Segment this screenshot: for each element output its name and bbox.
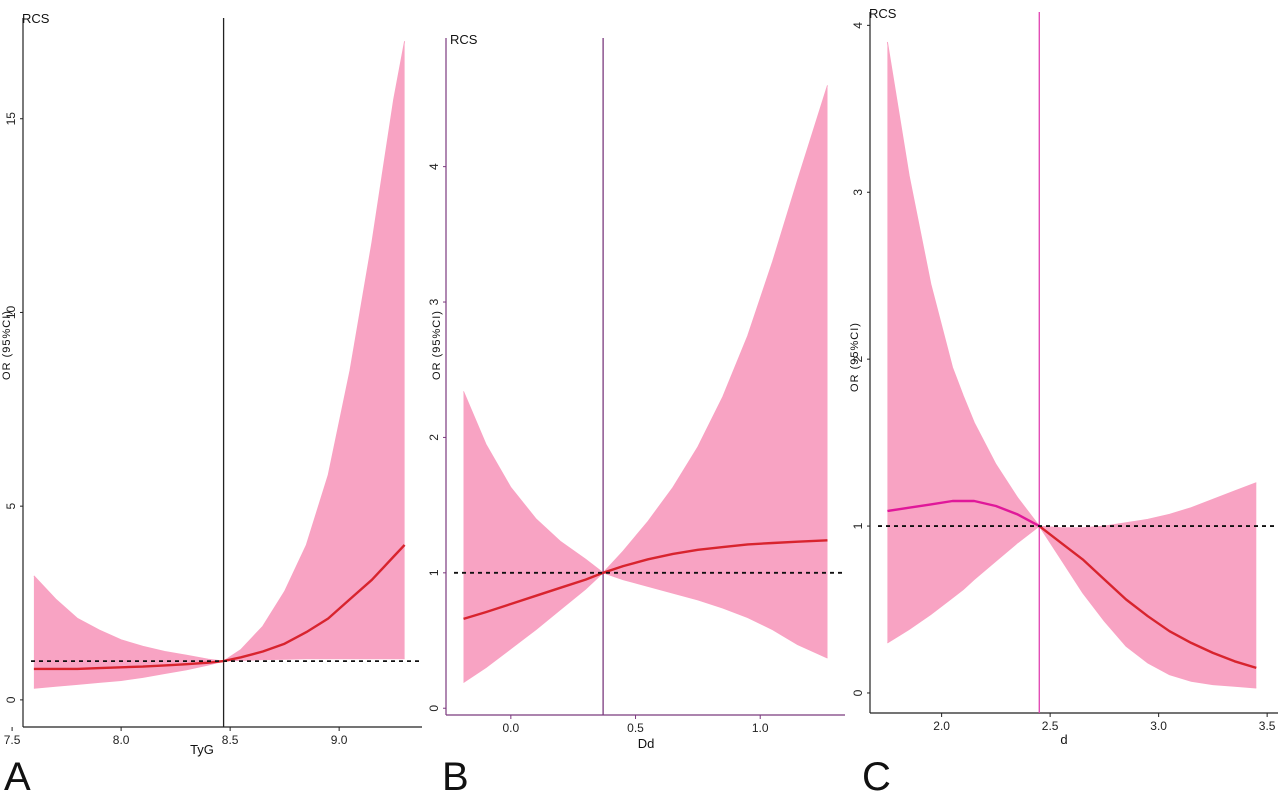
y-tick-label: 3: [427, 298, 441, 305]
ci-lower-line: [463, 572, 828, 683]
x-tick-label: 8.0: [113, 733, 130, 747]
or-curve-segment-1: [33, 659, 224, 671]
y-tick-label: 0: [851, 689, 865, 696]
or-curve-segment-2: [602, 539, 828, 574]
ci-band: [33, 41, 405, 689]
x-tick-label: 0.0: [502, 721, 519, 735]
ci-band: [463, 85, 828, 683]
y-tick-label: 2: [427, 434, 441, 441]
y-axis-label: OR (95%CI): [1, 310, 13, 380]
x-axis-label: TyG: [190, 742, 214, 757]
panel-letter: B: [442, 755, 469, 794]
panel-letter: C: [862, 755, 891, 794]
x-tick-label: 3.5: [1259, 719, 1276, 733]
y-tick-label: 1: [851, 522, 865, 529]
x-axis-label: d: [1060, 732, 1067, 747]
x-tick-label: 1.0: [752, 721, 769, 735]
or-curve-segment-2: [223, 544, 406, 663]
panel-c: 0 1 2 3 4 2.0 2.5 3.0 3.5 RCS OR (95%CI) d C: [849, 6, 1278, 794]
x-tick-label: 2.0: [933, 719, 950, 733]
x-tick-label: 3.0: [1150, 719, 1167, 733]
panel-letter: A: [4, 755, 31, 794]
x-axis-label: Dd: [638, 736, 655, 751]
y-axis-label: OR (95%CI): [431, 310, 443, 380]
ci-band: [887, 42, 1257, 688]
y-axis-label: OR (95%CI): [849, 322, 861, 392]
y-tick-label: 4: [427, 163, 441, 170]
or-curve-segment-1: [463, 571, 604, 621]
x-tick-label: 2.5: [1042, 719, 1059, 733]
y-tick-label: 10: [4, 305, 18, 319]
y-tick-label: 15: [4, 112, 18, 126]
or-curve-segment-2: [1038, 525, 1257, 670]
y-tick-label: 4: [851, 22, 865, 29]
y-tick-label: 0: [4, 696, 18, 703]
ci-upper-line: [463, 85, 828, 574]
y-tick-label: 3: [851, 189, 865, 196]
ci-upper-line: [886, 41, 1257, 529]
panel-b: 0 1 2 3 4 0.0 0.5 1.0 RCS OR (95%CI) Dd B: [427, 32, 845, 794]
y-tick-label: 5: [4, 503, 18, 510]
x-tick-label: 8.5: [222, 733, 239, 747]
rcs-label: RCS: [22, 11, 50, 26]
y-tick-label: 0: [427, 705, 441, 712]
or-curve-segment-1: [887, 499, 1040, 528]
x-tick-label: 9.0: [331, 733, 348, 747]
rcs-label: RCS: [869, 6, 897, 21]
x-tick-label: 0.5: [627, 721, 644, 735]
y-tick-label: 2: [851, 356, 865, 363]
x-tick-label: 7.5: [4, 733, 21, 747]
rcs-label: RCS: [450, 32, 478, 47]
ci-lower-line: [887, 525, 1257, 689]
y-tick-label: 1: [427, 569, 441, 576]
panel-a: 0 5 10 15 7.5 8.0 8.5 9.0 RCS OR (95%CI) TyG A: [1, 11, 422, 794]
